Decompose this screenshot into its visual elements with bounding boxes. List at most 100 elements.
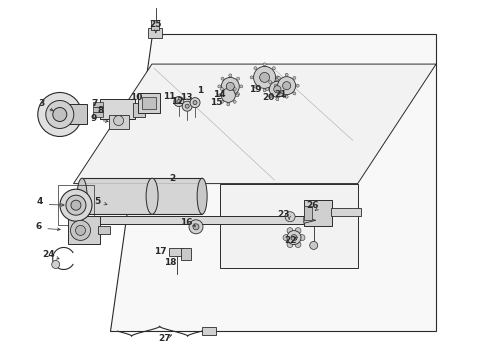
Circle shape — [189, 220, 203, 234]
Bar — [304, 201, 332, 226]
Text: 22: 22 — [284, 236, 296, 245]
Text: 3: 3 — [39, 99, 45, 108]
Circle shape — [269, 81, 272, 84]
Bar — [94, 107, 103, 112]
Circle shape — [272, 85, 275, 88]
Circle shape — [263, 63, 266, 66]
Bar — [181, 248, 192, 260]
Circle shape — [218, 94, 221, 97]
Circle shape — [283, 81, 286, 84]
Bar — [82, 178, 202, 214]
Circle shape — [293, 76, 296, 80]
Ellipse shape — [77, 178, 87, 214]
Circle shape — [193, 224, 199, 230]
Ellipse shape — [197, 178, 207, 214]
Text: 23: 23 — [277, 210, 290, 219]
Circle shape — [285, 73, 288, 76]
Text: 16: 16 — [180, 218, 193, 227]
Circle shape — [277, 76, 280, 80]
Bar — [201, 327, 216, 335]
Bar — [151, 20, 159, 30]
Bar — [170, 248, 183, 256]
Circle shape — [283, 235, 289, 240]
Circle shape — [71, 200, 81, 210]
Text: 13: 13 — [180, 93, 193, 102]
Circle shape — [274, 84, 277, 87]
Circle shape — [236, 94, 239, 97]
Text: 17: 17 — [154, 247, 167, 256]
Circle shape — [220, 87, 223, 90]
Polygon shape — [110, 34, 436, 331]
Circle shape — [174, 96, 184, 107]
Circle shape — [221, 77, 239, 95]
Bar — [96, 216, 304, 224]
Bar — [65, 104, 87, 125]
Circle shape — [260, 72, 270, 82]
Circle shape — [227, 85, 230, 88]
Circle shape — [221, 89, 235, 102]
Circle shape — [229, 74, 232, 77]
Circle shape — [285, 212, 295, 222]
Circle shape — [185, 104, 189, 108]
Text: 1: 1 — [197, 86, 203, 95]
Circle shape — [296, 84, 299, 87]
Text: 5: 5 — [94, 197, 100, 206]
Circle shape — [229, 96, 232, 99]
Text: 11: 11 — [163, 92, 175, 101]
Circle shape — [254, 66, 275, 89]
Circle shape — [46, 100, 74, 129]
Circle shape — [220, 100, 223, 103]
Circle shape — [60, 189, 92, 221]
Circle shape — [237, 77, 240, 80]
Circle shape — [182, 101, 192, 111]
Circle shape — [75, 225, 86, 235]
Bar — [331, 208, 361, 216]
Circle shape — [276, 98, 279, 101]
Text: 4: 4 — [37, 197, 44, 206]
Circle shape — [190, 98, 200, 108]
Circle shape — [237, 93, 240, 96]
Circle shape — [295, 242, 301, 248]
Circle shape — [310, 242, 318, 249]
Circle shape — [276, 78, 279, 81]
Circle shape — [269, 95, 272, 98]
Bar — [94, 112, 103, 117]
Bar — [133, 103, 146, 117]
Circle shape — [272, 67, 275, 70]
Bar — [304, 206, 312, 220]
Circle shape — [177, 99, 181, 104]
Circle shape — [287, 242, 293, 248]
Text: 6: 6 — [35, 222, 41, 231]
Circle shape — [270, 81, 285, 97]
Circle shape — [266, 88, 269, 91]
Text: 21: 21 — [274, 90, 287, 99]
Circle shape — [240, 85, 243, 88]
Bar — [58, 185, 94, 225]
Circle shape — [274, 86, 281, 93]
Bar — [100, 99, 135, 119]
Text: 7: 7 — [91, 99, 98, 108]
Ellipse shape — [146, 178, 158, 214]
Circle shape — [285, 95, 288, 98]
Circle shape — [66, 195, 86, 215]
Circle shape — [263, 89, 266, 92]
Circle shape — [254, 85, 257, 88]
Bar — [148, 28, 162, 38]
Bar — [138, 93, 160, 113]
Text: 18: 18 — [164, 258, 177, 267]
Text: 2: 2 — [170, 174, 175, 183]
Circle shape — [299, 235, 305, 240]
Text: 19: 19 — [249, 85, 262, 94]
Circle shape — [254, 67, 257, 70]
Text: 12: 12 — [171, 97, 184, 106]
Text: 24: 24 — [43, 251, 55, 259]
Circle shape — [218, 85, 221, 88]
Circle shape — [221, 77, 224, 80]
Circle shape — [71, 220, 91, 240]
Text: 27: 27 — [158, 334, 171, 343]
Circle shape — [250, 76, 253, 79]
Circle shape — [293, 92, 296, 95]
Polygon shape — [74, 64, 436, 184]
Text: 8: 8 — [98, 107, 103, 115]
Circle shape — [277, 92, 280, 95]
